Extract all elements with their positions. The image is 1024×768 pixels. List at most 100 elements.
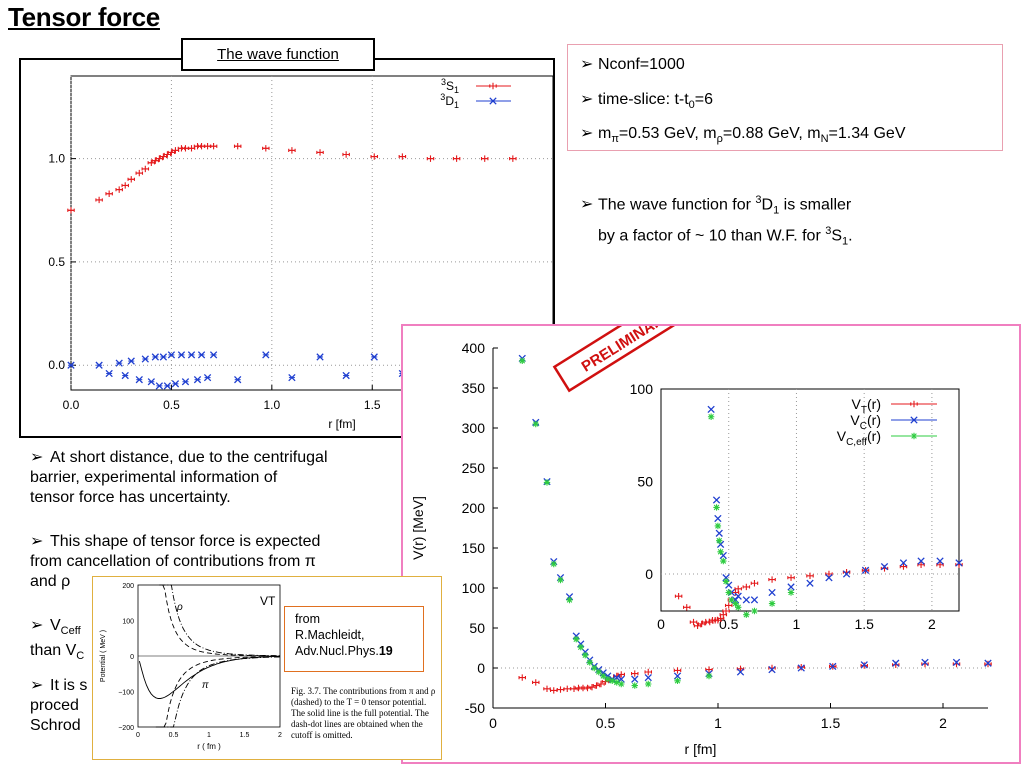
y-tick-label: 100 [462, 580, 486, 596]
pi-label: π [202, 680, 209, 691]
arrow-bullet-icon: ➢ [30, 449, 44, 466]
data-point [742, 583, 751, 591]
data-point [583, 684, 592, 692]
data-point [557, 576, 564, 584]
data-point [570, 685, 578, 692]
series-vceff [519, 357, 713, 689]
data-point [193, 143, 202, 150]
data-point [187, 351, 196, 359]
data-point [707, 413, 715, 420]
pi-nocutoff-curve [159, 656, 281, 728]
data-point [187, 145, 196, 152]
data-point [705, 672, 713, 680]
data-point [288, 147, 296, 154]
data-point [519, 357, 526, 364]
data-point [751, 607, 758, 615]
data-point [797, 664, 805, 672]
data-point [693, 622, 702, 629]
data-point [645, 680, 652, 688]
data-point [163, 382, 172, 390]
parameters-box: ➢ Nconf=1000 ➢ time-slice: t-t0=6 ➢ mπ=0.53… [567, 44, 1003, 151]
data-point [917, 557, 925, 565]
inset-y-tick-label: 50 [637, 474, 653, 490]
fig-y-tick-label: −200 [118, 725, 134, 732]
data-point [722, 607, 730, 615]
x-tick-label: 1.0 [263, 398, 280, 412]
y-tick-label: 250 [462, 460, 486, 476]
data-point [532, 679, 540, 686]
data-point [592, 682, 601, 689]
pi-curve [155, 655, 281, 728]
data-point [613, 673, 621, 682]
data-point [719, 611, 728, 618]
y-tick-label: 350 [462, 380, 486, 396]
data-point [163, 151, 172, 158]
data-point [543, 479, 551, 486]
data-point [921, 660, 929, 668]
data-point [115, 186, 123, 193]
fig-y-tick-label: 0 [130, 654, 134, 661]
data-point [617, 675, 625, 683]
data-point [155, 155, 164, 162]
x-tick-label: 1 [714, 715, 722, 731]
data-point [197, 351, 206, 359]
data-point [588, 684, 596, 691]
bullet-procedure: ➢ It is s proced Schrod [30, 677, 88, 734]
data-point [825, 574, 833, 582]
data-point [714, 522, 722, 530]
data-point [892, 661, 900, 668]
data-point [550, 560, 557, 568]
data-point [644, 673, 652, 682]
data-point [712, 496, 721, 504]
data-point [316, 353, 324, 361]
legend-label: VC(r) [850, 412, 881, 432]
data-point [750, 596, 759, 604]
fig-x-tick-label: 0.5 [169, 732, 179, 739]
param-nconf: ➢ Nconf=1000 [580, 56, 685, 73]
data-point [556, 686, 565, 693]
data-point [586, 659, 593, 666]
series-3s1 [67, 143, 517, 214]
data-point [613, 672, 621, 680]
rho-curve [162, 584, 280, 657]
data-point [743, 611, 750, 618]
x-axis-label: r [fm] [328, 417, 355, 431]
inset-x-tick-label: 2 [928, 616, 936, 632]
legend-marker [910, 416, 918, 424]
x-tick-label: 0.5 [163, 398, 180, 412]
data-point [984, 659, 992, 667]
data-point [955, 561, 963, 568]
arrow-bullet-icon: ➢ [580, 56, 594, 73]
data-point [921, 658, 929, 667]
data-point [370, 153, 379, 160]
data-point [734, 585, 742, 592]
legend-marker [489, 97, 497, 105]
data-point [121, 371, 129, 380]
data-point [426, 155, 435, 162]
data-point [617, 671, 625, 678]
reference-box: from R.Machleidt, Adv.Nucl.Phys.19 [284, 606, 424, 672]
fig-y-tick-label: 200 [122, 583, 134, 590]
inset-series-vceff [707, 413, 795, 618]
data-point [725, 581, 733, 589]
arrow-bullet-icon: ➢ [580, 125, 594, 142]
data-point [67, 361, 75, 369]
data-point [573, 636, 580, 643]
data-point [725, 589, 732, 596]
legend-marker [910, 432, 918, 440]
y-axis-label: V(r) [MeV] [410, 496, 426, 560]
y-tick-label: 150 [462, 540, 486, 556]
legend-label: VT(r) [852, 396, 881, 416]
data-point [750, 580, 759, 587]
data-point [171, 380, 180, 388]
data-point [141, 355, 149, 363]
y-tick-label: 1.0 [48, 152, 65, 166]
x-tick-label: 0 [489, 715, 497, 731]
x-tick-label: 0.5 [596, 715, 616, 731]
data-point [955, 559, 963, 567]
data-point [829, 662, 837, 671]
legend-marker [910, 400, 918, 408]
param-time-slice: ➢ time-slice: t-t0=6 [580, 91, 714, 112]
